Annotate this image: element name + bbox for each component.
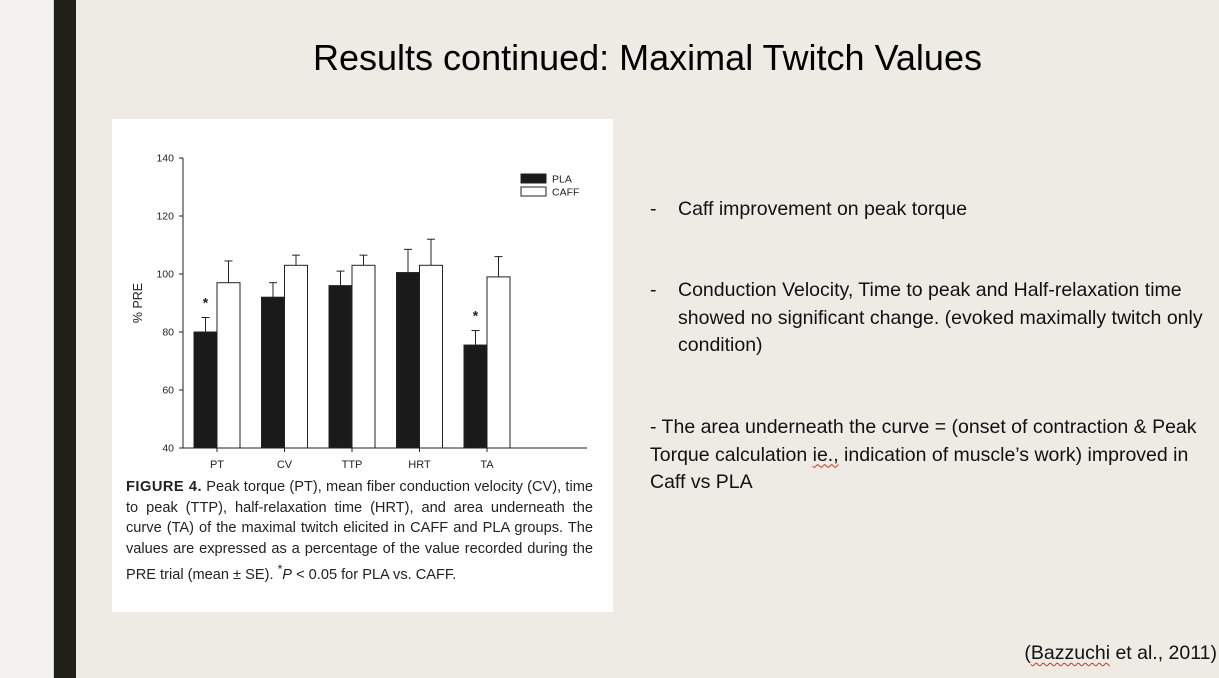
- x-tick-label: PT: [210, 459, 224, 471]
- x-tick-label: TTP: [342, 459, 363, 471]
- figure-panel: 40 60 80 100 120 140 % PRE PT * CV TTP HRT TA * PLA CAF…: [112, 119, 613, 612]
- caption-label: FIGURE 4.: [126, 479, 203, 495]
- citation-rest: et al., 2011): [1110, 642, 1217, 664]
- bullet-dash: -: [650, 279, 657, 301]
- y-tick-label: 80: [162, 327, 174, 339]
- bullet-text: - The area underneath the curve = (onset…: [650, 416, 1197, 466]
- figure-caption: FIGURE 4. Peak torque (PT), mean fiber c…: [126, 477, 593, 585]
- significance-marker: *: [203, 295, 209, 311]
- legend-swatch-caff: [520, 186, 547, 197]
- significance-marker: *: [473, 308, 479, 324]
- legend-label-pla: PLA: [552, 174, 572, 186]
- bullet-text-end: indication of muscle’s work) improved in…: [650, 443, 1189, 494]
- bullet-item: - Caff improvement on peak torque: [650, 196, 1210, 224]
- spellcheck-word: ie.,: [812, 443, 839, 466]
- y-tick-label: 100: [156, 269, 174, 281]
- bar-pla: [396, 272, 420, 449]
- bullet-text: Caff improvement on peak torque: [678, 198, 968, 220]
- y-axis-label: % PRE: [131, 283, 145, 323]
- y-tick-label: 120: [156, 211, 174, 223]
- x-tick-label: CV: [277, 459, 293, 471]
- legend-label-caff: CAFF: [552, 187, 579, 199]
- caption-p: P: [282, 566, 293, 583]
- bullet-text: Conduction Velocity, Time to peak and Ha…: [678, 279, 1203, 356]
- bar-pla: [261, 296, 285, 449]
- bar-caff: [419, 264, 443, 449]
- slide-title: Results continued: Maximal Twitch Values: [313, 37, 982, 78]
- bar-caff: [284, 264, 308, 449]
- y-tick-label: 40: [162, 443, 174, 455]
- y-tick-label: 60: [162, 385, 174, 397]
- citation-open: (: [1024, 642, 1031, 664]
- bar-pla: [328, 285, 353, 449]
- citation-author: Bazzuchi: [1030, 642, 1111, 664]
- bar-pla: [463, 344, 488, 449]
- bar-chart: 40 60 80 100 120 140 % PRE PT * CV TTP HRT TA * PLACAF…: [131, 153, 587, 471]
- bar-pla: [193, 331, 218, 449]
- bullet-item: - The area underneath the curve = (onset…: [650, 414, 1210, 497]
- y-tick-label: 140: [156, 153, 174, 165]
- x-tick-label: TA: [480, 459, 494, 471]
- slide-accent-bar: [54, 0, 76, 678]
- caption-text: Peak torque (PT), mean fiber conduction …: [126, 479, 593, 583]
- bullet-dash: -: [650, 198, 657, 220]
- bar-caff: [216, 282, 241, 449]
- caption-tail: < 0.05 for PLA vs. CAFF.: [292, 566, 457, 583]
- caption-sup: *: [277, 562, 283, 576]
- slide-left-margin: [0, 0, 54, 678]
- x-tick-label: HRT: [408, 459, 431, 471]
- bar-caff: [486, 276, 511, 449]
- bar-caff: [351, 264, 376, 449]
- citation: (Bazzuchi et al., 2011): [1024, 642, 1217, 665]
- legend-swatch-pla: [520, 173, 547, 184]
- bullet-item: - Conduction Velocity, Time to peak and …: [650, 277, 1212, 360]
